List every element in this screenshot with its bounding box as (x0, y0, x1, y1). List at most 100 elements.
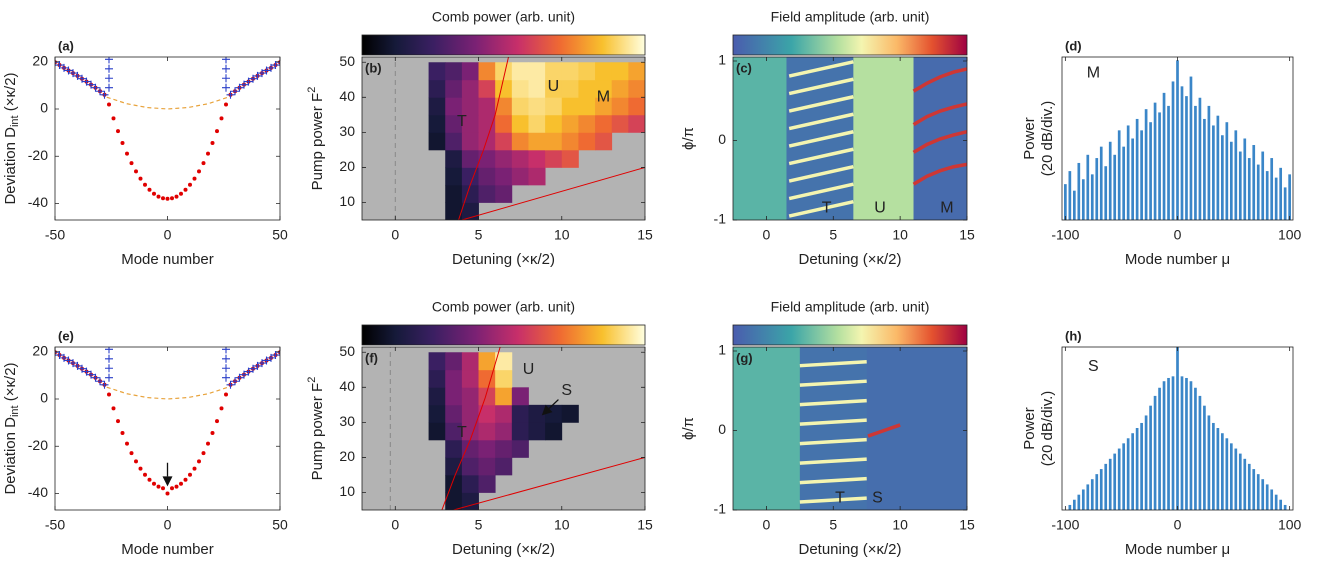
heat-cell (528, 404, 546, 423)
heat-cell (428, 97, 446, 116)
dot-marker (120, 140, 125, 145)
x-tick-label: 0 (763, 227, 771, 243)
bar (1252, 469, 1256, 510)
bar (1117, 130, 1121, 220)
bar (1180, 376, 1184, 510)
annotation: S (872, 489, 883, 506)
heat-cell (445, 132, 463, 151)
bar (1212, 422, 1215, 510)
bar (1238, 151, 1242, 220)
heat-cell (461, 62, 479, 81)
bar (1194, 387, 1197, 510)
heat-cell (478, 387, 496, 406)
y-axis-label-part: (20 dB/div.) (1039, 101, 1056, 177)
heat-cell (495, 184, 513, 203)
heat-cell (528, 422, 546, 441)
y-axis-label: Power (1021, 117, 1038, 160)
dot-marker (143, 472, 147, 477)
heat-cell (461, 439, 479, 458)
dot-marker (210, 140, 215, 145)
colorbar (732, 34, 968, 56)
plot-area (733, 57, 967, 220)
plus-marker (87, 370, 95, 379)
heat-cell (511, 132, 529, 151)
bar (1099, 146, 1103, 220)
bar (1274, 494, 1278, 510)
panel-label: (b) (365, 60, 382, 75)
plus-marker (253, 361, 262, 370)
heat-cell (528, 97, 546, 116)
trace (799, 418, 867, 426)
bar (1180, 86, 1184, 220)
plus-marker (105, 354, 113, 363)
bar (1126, 125, 1130, 220)
heat-cell (478, 149, 496, 168)
y-tick-label: 1 (718, 52, 726, 68)
heat-cell (428, 114, 446, 133)
bar (1221, 433, 1224, 510)
trace (788, 147, 854, 166)
trace (799, 496, 867, 504)
heat-cell (511, 97, 529, 116)
axes-box (361, 346, 646, 511)
plus-marker (249, 74, 257, 83)
heat-cell (445, 114, 463, 133)
colorbar-title: Comb power (arb. unit) (432, 299, 575, 315)
bar (1283, 504, 1287, 510)
heat-cell (495, 422, 513, 441)
region (733, 57, 787, 220)
plus-marker (69, 359, 77, 368)
dot-marker (134, 459, 138, 464)
plus-marker (100, 380, 109, 389)
heat-cell (511, 149, 529, 168)
bar (1225, 122, 1229, 220)
heat-cell (495, 79, 513, 98)
region (799, 347, 868, 510)
plus-marker (226, 380, 235, 389)
heat-cell (611, 62, 629, 81)
bar (1229, 443, 1233, 510)
y-axis-label-part: (20 dB/div.) (1039, 391, 1056, 467)
heat-cell (428, 132, 446, 151)
dot-marker (224, 102, 228, 107)
panel: Comb power (arb. unit) T U S 0 5 10 15 10 20 30 40 5… (306, 299, 653, 558)
plus-marker (262, 66, 271, 75)
heat-cell (561, 114, 579, 133)
bar (1140, 422, 1143, 510)
heat-cell (461, 369, 479, 388)
heat-cell (511, 114, 529, 133)
trace (799, 457, 867, 465)
bar (1185, 377, 1188, 510)
heat-cell (428, 62, 446, 81)
panel-label: (g) (736, 350, 753, 365)
heat-cell (478, 404, 496, 423)
plus-marker (235, 373, 244, 382)
x-tick-label: 0 (1174, 517, 1182, 533)
plus-marker (105, 64, 113, 73)
heat-cell (445, 184, 463, 203)
bar (1144, 109, 1148, 220)
plus-marker (253, 71, 262, 80)
heat-cell (478, 369, 496, 388)
dot-marker (215, 419, 219, 424)
annotation: T (835, 489, 845, 506)
y-axis-label: Pump power F2 (306, 377, 326, 481)
heat-cell (545, 62, 563, 81)
x-tick-label: 100 (1278, 227, 1302, 243)
y-tick-label: 20 (339, 448, 355, 464)
plus-marker (222, 373, 230, 382)
region (733, 347, 801, 510)
heat-cell (528, 149, 546, 168)
y-axis-label-part: ϕ/π (680, 417, 697, 440)
bar (1108, 141, 1112, 220)
heat-cell (561, 132, 579, 151)
x-tick-label: 5 (475, 517, 483, 533)
heat-cell (545, 97, 563, 116)
bar (1234, 448, 1238, 510)
bar (1212, 125, 1215, 220)
trace (912, 102, 967, 127)
dot-marker (170, 196, 174, 201)
heat-cell (511, 439, 529, 458)
heat-cell (545, 149, 563, 168)
